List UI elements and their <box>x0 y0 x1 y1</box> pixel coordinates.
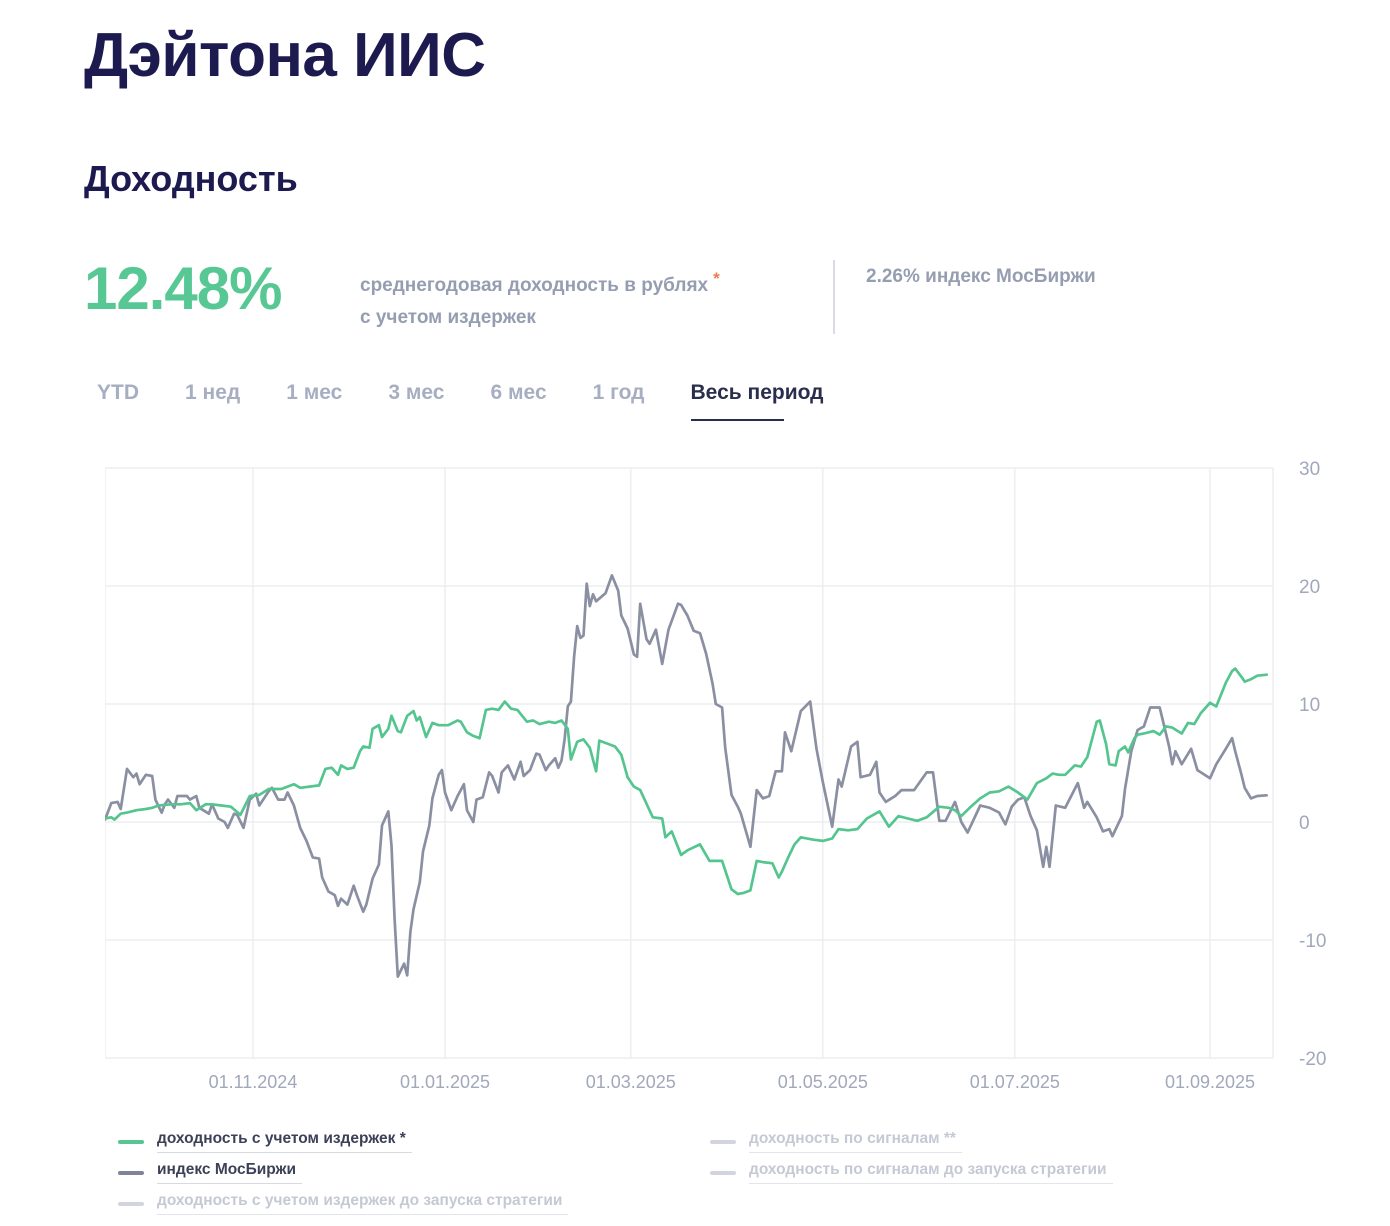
tab-ytd[interactable]: YTD <box>97 381 139 404</box>
legend-dash-net-returns <box>118 1139 144 1144</box>
summary-divider <box>833 260 835 334</box>
legend-item-net-returns[interactable]: доходность с учетом издержек * <box>118 1130 710 1153</box>
annual-return-label-line2: с учетом издержек <box>360 307 536 328</box>
legend-left-column: доходность с учетом издержек * индекс Мос… <box>118 1130 710 1215</box>
returns-chart-svg[interactable]: 30 20 10 0 -10 -20 01.11.2024 01.01.2025 01.03.2… <box>103 458 1385 1108</box>
legend-item-net-returns-prelaunch[interactable]: доходность с учетом издержек до запуска … <box>118 1192 710 1215</box>
chart-legend: доходность с учетом издержек * индекс Мос… <box>118 1130 1113 1215</box>
period-tabs: YTD 1 нед 1 мес 3 мес 6 мес 1 год Весь период <box>97 381 824 421</box>
tab-all[interactable]: Весь период <box>690 381 824 421</box>
legend-dash-signal-returns <box>710 1139 736 1144</box>
tab-6m[interactable]: 6 мес <box>490 381 547 404</box>
annual-return-label-line1: среднегодовая доходность в рублях <box>360 275 709 296</box>
legend-label-signal-returns-prelaunch: доходность по сигналам до запуска страте… <box>749 1161 1113 1184</box>
legend-dash-net-returns-prelaunch <box>118 1201 144 1206</box>
y-tick-label-10: 10 <box>1299 695 1320 716</box>
annual-return-label: среднегодовая доходность в рублях * с уче… <box>360 263 720 334</box>
footnote-asterisk: * <box>713 269 720 288</box>
tab-1y[interactable]: 1 год <box>592 381 645 404</box>
tab-3m[interactable]: 3 мес <box>388 381 445 404</box>
page-title: Дэйтона ИИС <box>84 21 486 90</box>
y-tick-label-0: 0 <box>1299 813 1310 834</box>
x-tick-label-01.09.2025: 01.09.2025 <box>1165 1072 1255 1092</box>
annual-return-value: 12.48% <box>84 255 282 322</box>
section-title: Доходность <box>84 158 298 199</box>
legend-dash-signal-returns-prelaunch <box>710 1170 736 1175</box>
x-tick-label-01.11.2024: 01.11.2024 <box>209 1072 298 1092</box>
legend-item-moex-index[interactable]: индекс МосБиржи <box>118 1161 710 1184</box>
x-tick-label-01.01.2025: 01.01.2025 <box>400 1072 490 1092</box>
legend-right-column: доходность по сигналам ** доходность по с… <box>710 1130 1113 1184</box>
series-line-moex_index <box>103 574 1269 978</box>
legend-label-signal-returns: доходность по сигналам ** <box>749 1130 962 1153</box>
x-tick-label-01.05.2025: 01.05.2025 <box>778 1072 868 1092</box>
y-tick-label-30: 30 <box>1299 459 1320 480</box>
series-line-net_returns <box>103 667 1269 896</box>
benchmark-value: 2.26% индекс МосБиржи <box>866 266 1096 287</box>
legend-label-moex-index: индекс МосБиржи <box>157 1161 303 1184</box>
legend-item-signal-returns[interactable]: доходность по сигналам ** <box>710 1130 1113 1153</box>
y-tick-label--20: -20 <box>1299 1049 1326 1070</box>
tab-1w[interactable]: 1 нед <box>185 381 241 404</box>
returns-chart[interactable]: 30 20 10 0 -10 -20 01.11.2024 01.01.2025 01.03.2… <box>103 458 1385 1108</box>
tab-1m[interactable]: 1 мес <box>286 381 343 404</box>
legend-dash-moex-index <box>118 1170 144 1175</box>
y-tick-label--10: -10 <box>1299 931 1326 952</box>
legend-item-signal-returns-prelaunch[interactable]: доходность по сигналам до запуска страте… <box>710 1161 1113 1184</box>
x-tick-label-01.07.2025: 01.07.2025 <box>970 1072 1060 1092</box>
y-tick-label-20: 20 <box>1299 577 1320 598</box>
x-tick-label-01.03.2025: 01.03.2025 <box>586 1072 676 1092</box>
legend-label-net-returns: доходность с учетом издержек * <box>157 1130 412 1153</box>
legend-label-net-returns-prelaunch: доходность с учетом издержек до запуска … <box>157 1192 569 1215</box>
